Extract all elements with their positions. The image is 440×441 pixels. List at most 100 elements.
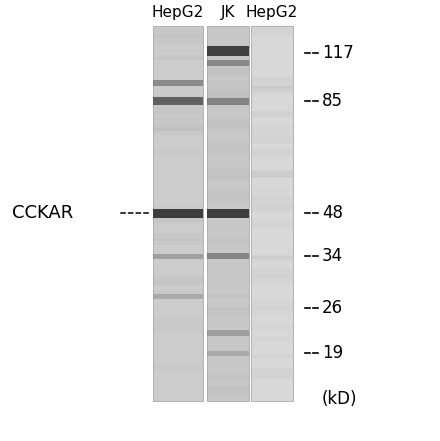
- Bar: [207, 373, 249, 380]
- Text: HepG2: HepG2: [246, 5, 298, 20]
- Bar: [251, 171, 293, 177]
- Bar: [251, 170, 293, 175]
- Bar: [207, 56, 249, 60]
- Bar: [207, 79, 249, 90]
- Bar: [153, 254, 203, 258]
- Bar: [207, 151, 249, 154]
- Bar: [153, 209, 203, 217]
- Bar: [207, 387, 249, 392]
- Bar: [251, 134, 293, 144]
- Bar: [153, 291, 203, 298]
- Bar: [207, 146, 249, 149]
- Bar: [251, 83, 293, 91]
- Bar: [153, 125, 203, 131]
- Bar: [153, 111, 203, 120]
- Text: (kD): (kD): [322, 390, 357, 408]
- Bar: [153, 34, 203, 43]
- Bar: [153, 233, 203, 241]
- Bar: [251, 275, 293, 284]
- Bar: [153, 26, 203, 401]
- Bar: [207, 351, 249, 355]
- Bar: [153, 97, 203, 105]
- Bar: [207, 90, 249, 101]
- Bar: [207, 26, 249, 401]
- Bar: [153, 28, 203, 39]
- Bar: [207, 46, 249, 56]
- Bar: [251, 218, 293, 229]
- Bar: [153, 213, 203, 224]
- Bar: [153, 210, 203, 213]
- Bar: [251, 175, 293, 177]
- Bar: [207, 253, 249, 259]
- Bar: [251, 125, 293, 134]
- Bar: [153, 216, 203, 219]
- Bar: [251, 368, 293, 378]
- Bar: [207, 47, 249, 53]
- Bar: [251, 187, 293, 192]
- Bar: [251, 111, 293, 119]
- Bar: [153, 274, 203, 279]
- Bar: [207, 209, 249, 217]
- Bar: [251, 86, 293, 94]
- Bar: [207, 60, 249, 66]
- Bar: [207, 308, 249, 310]
- Bar: [251, 26, 293, 401]
- Bar: [207, 191, 249, 201]
- Text: 34: 34: [322, 247, 343, 265]
- Bar: [153, 324, 203, 333]
- Bar: [207, 240, 249, 244]
- Bar: [251, 355, 293, 358]
- Bar: [153, 108, 203, 113]
- Bar: [207, 142, 249, 152]
- Text: 26: 26: [322, 299, 343, 317]
- Bar: [153, 118, 203, 130]
- Bar: [251, 87, 293, 90]
- Bar: [207, 168, 249, 179]
- Text: HepG2: HepG2: [152, 5, 204, 20]
- Bar: [153, 128, 203, 135]
- Bar: [207, 385, 249, 392]
- Bar: [207, 68, 249, 76]
- Bar: [207, 337, 249, 339]
- Bar: [153, 49, 203, 52]
- Bar: [251, 221, 293, 228]
- Bar: [207, 118, 249, 128]
- Text: 85: 85: [322, 92, 343, 110]
- Bar: [153, 279, 203, 285]
- Text: 19: 19: [322, 344, 343, 362]
- Bar: [153, 217, 203, 222]
- Bar: [251, 202, 293, 213]
- Text: CCKAR: CCKAR: [12, 204, 73, 222]
- Text: 117: 117: [322, 44, 354, 62]
- Bar: [153, 205, 203, 213]
- Bar: [207, 97, 249, 108]
- Bar: [251, 255, 293, 259]
- Bar: [153, 80, 203, 86]
- Bar: [251, 300, 293, 310]
- Bar: [153, 317, 203, 324]
- Bar: [153, 57, 203, 60]
- Bar: [153, 239, 203, 245]
- Text: 48: 48: [322, 204, 343, 222]
- Bar: [251, 24, 293, 36]
- Bar: [153, 149, 203, 154]
- Bar: [251, 77, 293, 83]
- Bar: [207, 309, 249, 317]
- Bar: [251, 200, 293, 209]
- Bar: [153, 98, 203, 109]
- Bar: [207, 238, 249, 241]
- Bar: [251, 176, 293, 179]
- Bar: [207, 392, 249, 398]
- Bar: [153, 243, 203, 246]
- Bar: [251, 256, 293, 262]
- Bar: [207, 93, 249, 102]
- Bar: [153, 277, 203, 285]
- Bar: [251, 307, 293, 314]
- Bar: [251, 195, 293, 200]
- Bar: [251, 325, 293, 330]
- Bar: [251, 267, 293, 278]
- Bar: [153, 56, 203, 60]
- Bar: [251, 149, 293, 157]
- Bar: [207, 330, 249, 336]
- Bar: [153, 294, 203, 299]
